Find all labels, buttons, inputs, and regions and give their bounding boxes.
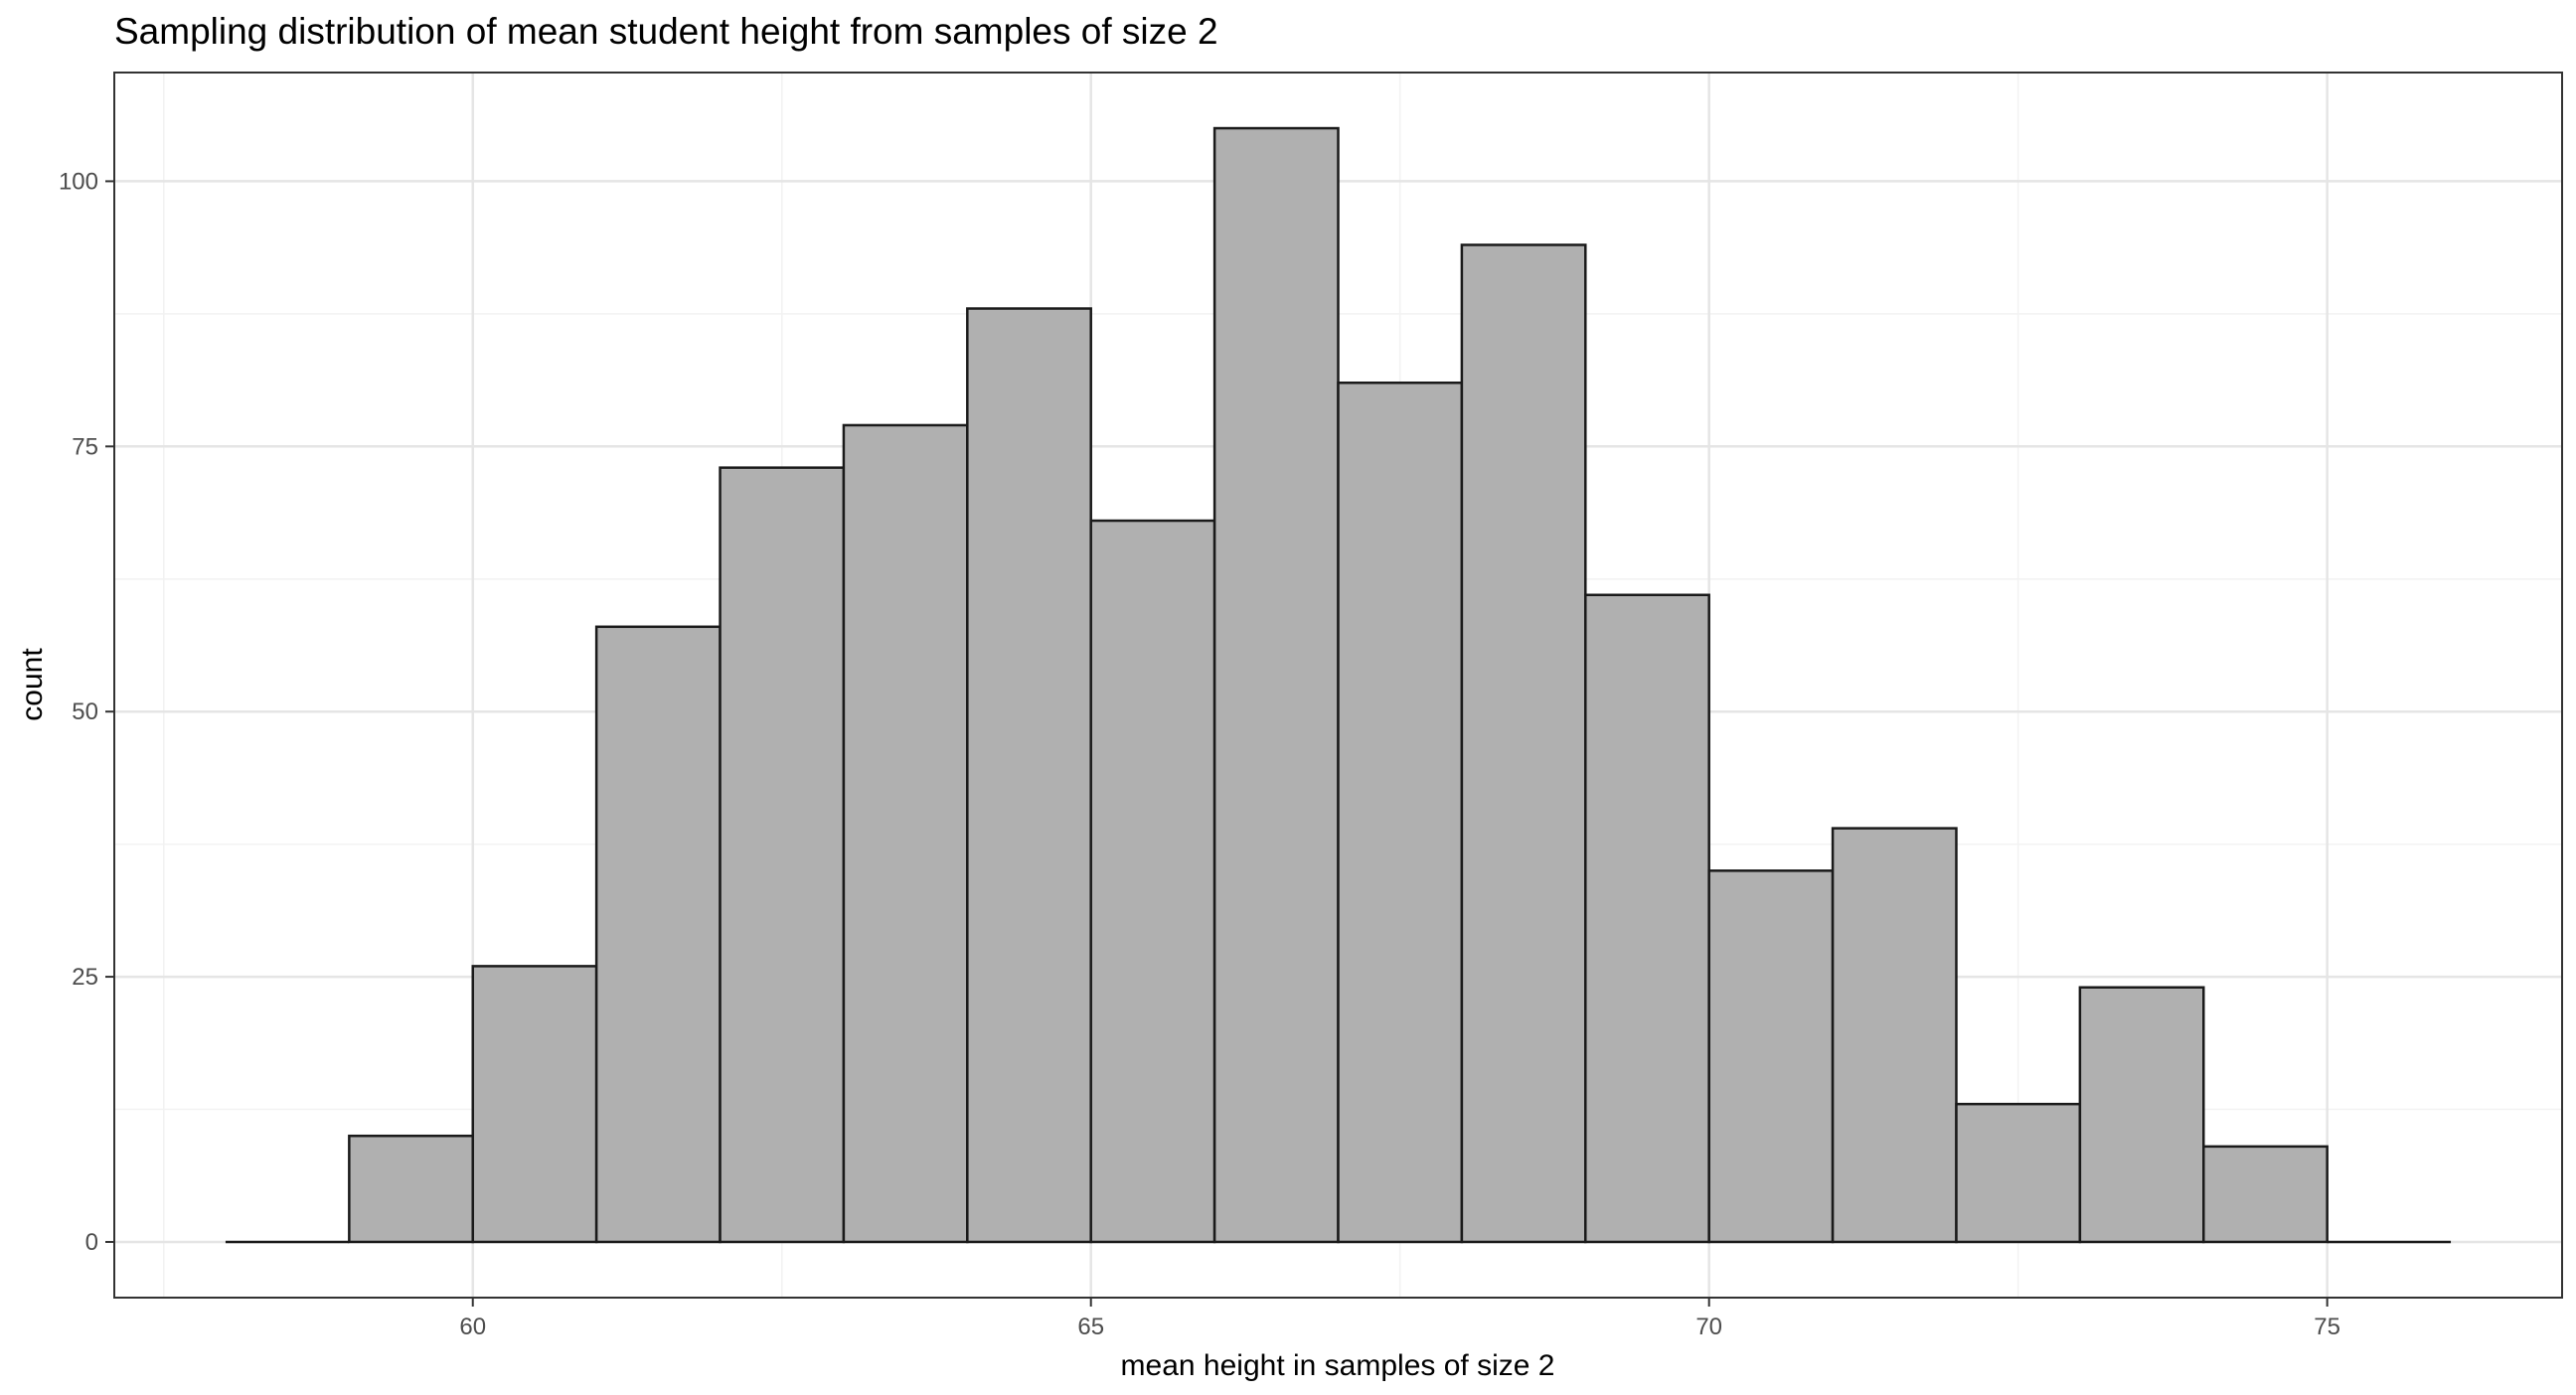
x-tick-label: 70	[1695, 1314, 1722, 1340]
chart-title: Sampling distribution of mean student he…	[114, 11, 1218, 52]
x-tick-label: 60	[459, 1314, 486, 1340]
histogram-bar	[1955, 1102, 2082, 1244]
histogram-bar	[1089, 519, 1216, 1244]
histogram-bar	[2202, 1145, 2329, 1244]
y-tick-label: 100	[59, 168, 98, 195]
y-tick-label: 50	[72, 698, 98, 725]
histogram-bar	[2078, 986, 2205, 1244]
y-tick-label: 0	[85, 1229, 98, 1256]
histogram-bar	[1460, 243, 1587, 1244]
x-axis-ticks: 60 65 70 75	[459, 1298, 2340, 1340]
histogram-bar	[348, 1134, 474, 1244]
x-axis-title: mean height in samples of size 2	[1121, 1349, 1555, 1382]
histogram-bar	[594, 625, 722, 1244]
y-axis-ticks: 0 25 50 75 100	[59, 168, 114, 1256]
histogram-bars	[225, 126, 2452, 1244]
y-axis-title: count	[16, 648, 49, 721]
x-tick-label: 65	[1077, 1314, 1104, 1340]
histogram-bar	[1337, 382, 1464, 1244]
y-tick-label: 75	[72, 433, 98, 460]
histogram-bar	[1584, 593, 1710, 1244]
histogram-bar	[1831, 827, 1958, 1244]
histogram-bar	[966, 307, 1092, 1244]
histogram-bar	[842, 423, 969, 1244]
histogram-bar	[1707, 869, 1835, 1244]
panel-border	[113, 72, 2563, 1299]
x-tick-label: 75	[2314, 1314, 2340, 1340]
histogram-bar	[1212, 126, 1340, 1244]
histogram-bar	[719, 466, 846, 1244]
histogram-bar	[471, 965, 598, 1244]
y-tick-label: 25	[72, 964, 98, 991]
